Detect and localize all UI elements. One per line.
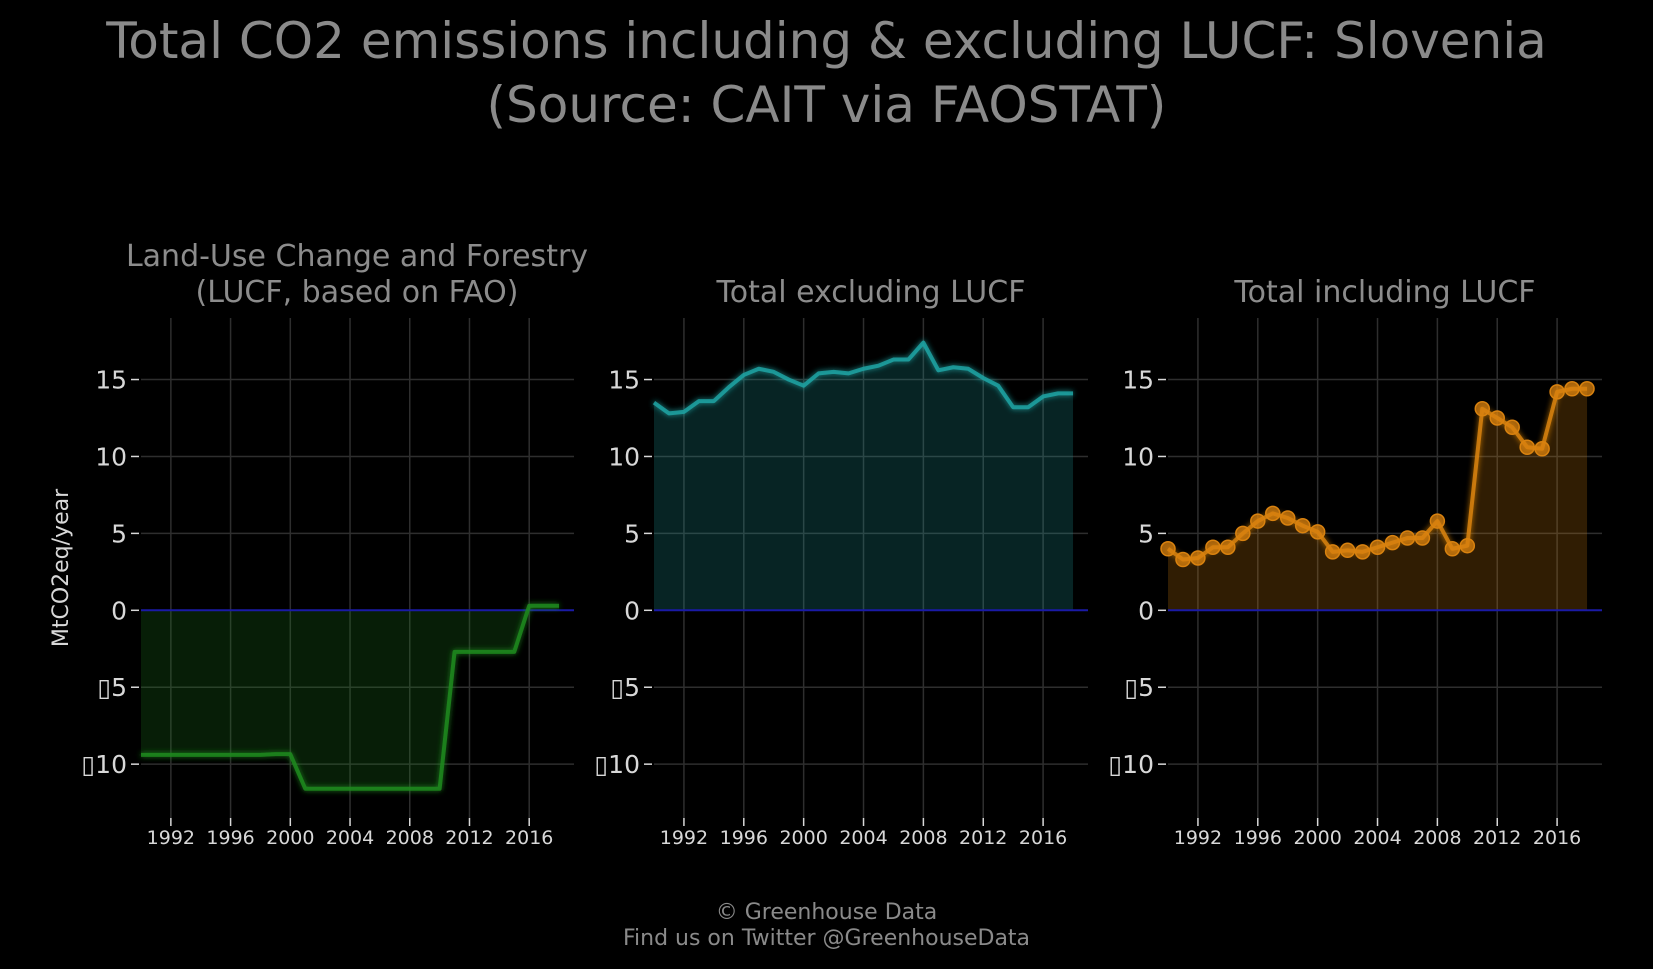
y-tick-label: 15 [608, 366, 640, 395]
y-tick-label: ▯5 [1124, 673, 1154, 702]
chart-panel-1: ▯10 ▯5 0 5 10 15 1992 1996 2000 2004 2008 2012 2016 L… [49, 239, 588, 849]
x-tick-label: 2000 [266, 827, 314, 849]
data-point [1429, 513, 1446, 529]
x-tick-label: 1996 [720, 827, 768, 849]
x-tick-label: 2012 [959, 827, 1007, 849]
x-tick-label: 2004 [326, 827, 374, 849]
data-point [1459, 537, 1476, 554]
series-area [1168, 388, 1588, 611]
data-point [1504, 419, 1520, 435]
data-point [1564, 381, 1580, 397]
x-tick-label: 1996 [1234, 827, 1282, 849]
data-point [1250, 513, 1266, 529]
data-point [1339, 542, 1356, 559]
x-tick-label: 1992 [1174, 827, 1222, 849]
panel-title: Land-Use Change and Forestry [126, 239, 588, 274]
x-tick-label: 2008 [1413, 827, 1461, 849]
x-tick-label: 2004 [839, 827, 887, 849]
data-point [1324, 544, 1341, 560]
data-point [1444, 541, 1461, 557]
y-tick-label: 0 [624, 596, 640, 625]
y-tick-label: ▯5 [610, 673, 640, 702]
y-tick-label: 10 [1122, 442, 1154, 471]
data-point [1414, 530, 1431, 546]
y-tick-label: 5 [111, 519, 127, 548]
x-tick-label: 1992 [147, 827, 195, 849]
y-tick-label: ▯5 [97, 673, 127, 702]
data-point [1489, 410, 1505, 426]
x-tick-label: 1996 [206, 827, 254, 849]
y-tick-label: 0 [1138, 596, 1154, 625]
data-point [1399, 530, 1416, 546]
data-point [1474, 401, 1491, 417]
data-point [1549, 384, 1565, 400]
y-tick-label: 15 [1122, 366, 1154, 395]
x-tick-label: 2008 [899, 827, 947, 849]
panel-title: Total including LUCF [1233, 275, 1535, 310]
series-line [141, 603, 560, 791]
data-point [1354, 544, 1371, 560]
y-tick-label: ▯10 [1108, 750, 1154, 779]
data-point [1309, 524, 1326, 540]
data-point [1220, 539, 1236, 555]
y-tick-label: 5 [1138, 519, 1154, 548]
chart-title: Total CO2 emissions including & excludin… [106, 12, 1547, 70]
footer-copyright: © Greenhouse Data [715, 900, 938, 925]
y-tick-label: 5 [624, 519, 640, 548]
x-tick-label: 2012 [1473, 827, 1521, 849]
x-tick-label: 1992 [660, 827, 708, 849]
data-point [1519, 439, 1535, 455]
data-point [1190, 550, 1206, 566]
data-point [1279, 510, 1296, 526]
panel-title: Total excluding LUCF [716, 275, 1026, 310]
data-point [1384, 534, 1401, 551]
chart-subtitle: (Source: CAIT via FAOSTAT) [486, 76, 1167, 134]
data-point [1294, 517, 1311, 534]
panel-title: (LUCF, based on FAO) [196, 275, 519, 310]
data-point [1265, 505, 1281, 522]
y-tick-label: 10 [95, 442, 127, 471]
x-tick-label: 2000 [1293, 827, 1341, 849]
y-tick-label: 0 [111, 596, 127, 625]
x-tick-label: 2004 [1353, 827, 1401, 849]
y-tick-label: 10 [608, 442, 640, 471]
chart-panel-2: ▯10 ▯5 0 5 10 15 1992 1996 2000 2004 2008 2012 2016 T… [594, 275, 1088, 849]
footer-twitter: Find us on Twitter @GreenhouseData [622, 926, 1031, 951]
y-tick-label: 15 [95, 366, 127, 395]
y-tick-label: ▯10 [594, 750, 640, 779]
series-area [654, 342, 1074, 611]
x-tick-label: 2008 [386, 827, 434, 849]
data-point [1205, 539, 1221, 555]
data-point [1369, 539, 1386, 555]
data-point [1579, 381, 1595, 397]
x-tick-label: 2016 [505, 827, 553, 849]
series-line [652, 340, 1074, 416]
x-tick-label: 2016 [1019, 827, 1067, 849]
data-point [1175, 551, 1191, 568]
x-tick-label: 2000 [779, 827, 827, 849]
data-point [1534, 441, 1550, 457]
y-tick-label: ▯10 [81, 750, 127, 779]
chart-panel-3: ▯10 ▯5 0 5 10 15 1992 1996 2000 2004 2008 2012 2016 T… [1108, 275, 1602, 849]
x-tick-label: 2016 [1533, 827, 1581, 849]
series-area [141, 605, 560, 789]
data-point [1235, 525, 1251, 542]
data-point [1160, 541, 1176, 557]
y-axis-label: MtCO2eq/year [49, 488, 74, 647]
x-tick-label: 2012 [445, 827, 493, 849]
